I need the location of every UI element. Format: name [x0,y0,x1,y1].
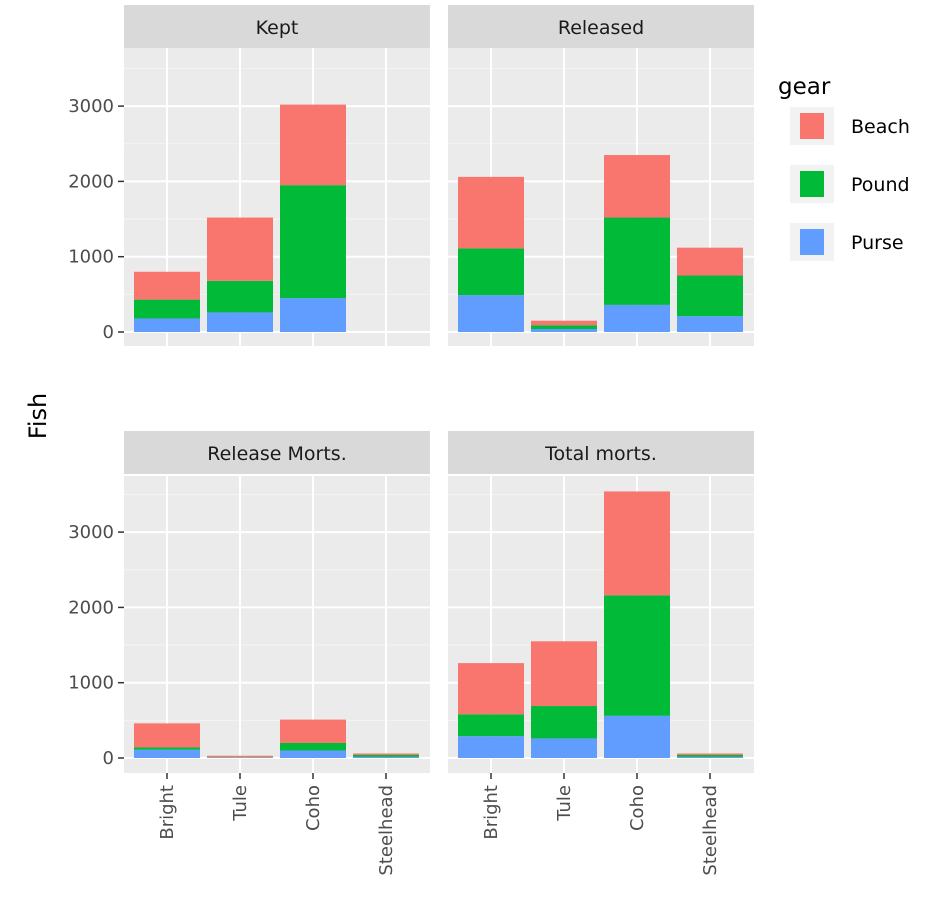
bar-total-morts-steelhead-pound [677,754,743,757]
strip-background [448,5,754,48]
bar-kept-bright-beach [134,271,200,300]
bar-kept-coho-beach [280,104,346,186]
x-tick-label: Steelhead [376,785,397,876]
bar-release-morts-bright-beach [134,723,200,748]
bar-release-morts-steelhead-purse [353,756,419,758]
bar-release-morts-coho-pound [280,742,346,751]
bar-total-morts-tule-beach [531,641,597,707]
bar-kept-tule-beach [207,217,273,281]
legend-label: Purse [851,232,904,254]
panel-release-morts: Release Morts. 0 1000 2000 3000 Bright Tule Coh… [68,431,430,876]
strip-background [124,431,430,474]
y-tick-label: 0 [103,322,114,343]
bar-released-tule-purse [531,328,597,332]
legend-title: gear [778,74,831,100]
bar-released-tule-beach [531,320,597,326]
legend-swatch [800,113,824,139]
strip-background [448,431,754,474]
y-tick-label: 0 [103,748,114,769]
legend: gear Beach Pound Purse [778,74,910,261]
strip-title: Total morts. [544,443,657,465]
bar-release-morts-bright-purse [134,749,200,758]
facet-panels: Kept 0 1000 2000 3000 Released Release Morts. 0… [68,5,754,876]
bar-released-steelhead-purse [677,316,743,332]
strip-background [124,5,430,48]
strip-title: Released [558,17,644,39]
bar-kept-tule-pound [207,280,273,313]
bar-release-morts-coho-purse [280,750,346,758]
y-tick-label: 1000 [68,247,114,268]
bar-kept-tule-purse [207,312,273,332]
legend-item-beach: Beach [790,107,910,145]
bar-kept-coho-purse [280,298,346,332]
x-tick-label: Steelhead [700,785,721,876]
bar-total-morts-bright-purse [458,736,524,758]
bar-released-steelhead-beach [677,247,743,276]
bar-total-morts-tule-pound [531,706,597,739]
bar-released-steelhead-pound [677,275,743,317]
bar-total-morts-bright-beach [458,663,524,715]
x-tick-label: Tule [554,785,575,822]
legend-label: Pound [851,174,910,196]
bar-total-morts-steelhead-purse [677,756,743,758]
bar-total-morts-bright-pound [458,714,524,737]
legend-swatch [800,171,824,197]
bar-kept-coho-pound [280,185,346,299]
x-tick-label: Coho [303,785,324,831]
legend-item-pound: Pound [790,165,910,203]
bar-released-coho-purse [604,304,670,332]
bar-released-bright-pound [458,248,524,296]
y-tick-label: 3000 [68,96,114,117]
panel-total-morts: Total morts. Bright Tule Coho Steelhead [448,431,754,876]
x-tick-label: Bright [157,785,178,840]
x-tick-label: Coho [627,785,648,831]
bar-release-morts-steelhead-beach [353,753,419,755]
bar-total-morts-steelhead-beach [677,753,743,755]
legend-item-purse: Purse [790,223,904,261]
bar-release-morts-coho-beach [280,719,346,743]
bar-release-morts-bright-pound [134,747,200,750]
y-axis-title: Fish [24,393,52,439]
legend-items: Beach Pound Purse [790,107,910,261]
bar-total-morts-coho-beach [604,491,670,596]
bar-kept-bright-purse [134,318,200,332]
panel-released: Released [448,5,754,346]
legend-label: Beach [851,116,910,138]
bar-release-morts-tule-beach [207,755,273,758]
bar-released-bright-purse [458,295,524,332]
bar-release-morts-steelhead-pound [353,754,419,757]
panel-kept: Kept 0 1000 2000 3000 [68,5,430,346]
x-tick-label: Bright [481,785,502,840]
bar-total-morts-coho-pound [604,595,670,716]
x-tick-label: Tule [230,785,251,822]
bar-released-tule-pound [531,325,597,329]
strip-title: Release Morts. [207,443,347,465]
y-tick-label: 2000 [68,171,114,192]
bar-kept-bright-pound [134,299,200,319]
y-tick-label: 2000 [68,597,114,618]
y-tick-label: 1000 [68,673,114,694]
y-tick-label: 3000 [68,522,114,543]
bar-total-morts-coho-purse [604,715,670,758]
bar-released-coho-beach [604,155,670,218]
legend-swatch [800,229,824,255]
strip-title: Kept [256,17,299,39]
bar-total-morts-tule-purse [531,738,597,758]
bar-released-coho-pound [604,217,670,305]
bar-released-bright-beach [458,176,524,249]
